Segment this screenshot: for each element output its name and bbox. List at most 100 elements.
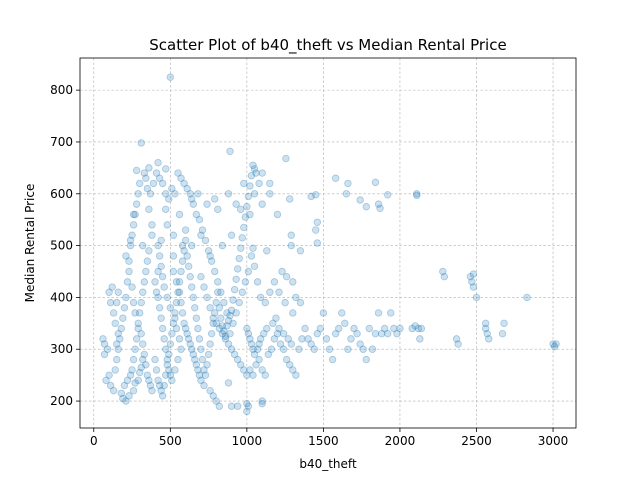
data-point: [214, 205, 222, 214]
data-point: [319, 309, 328, 317]
data-point: [377, 329, 386, 338]
data-point: [204, 247, 213, 255]
data-point: [341, 319, 349, 328]
data-point: [273, 210, 282, 219]
data-point: [235, 298, 243, 307]
plot-frame: [79, 57, 577, 429]
data-point: [295, 345, 303, 353]
data-point: [258, 397, 266, 405]
data-point: [286, 361, 294, 369]
data-point: [223, 309, 231, 317]
data-point: [253, 278, 262, 286]
data-point: [152, 366, 161, 374]
data-point: [181, 226, 190, 234]
data-point: [189, 350, 197, 359]
data-point: [134, 324, 142, 333]
data-point: [215, 304, 224, 312]
data-point: [152, 288, 161, 296]
data-point: [218, 329, 227, 338]
data-point: [168, 184, 176, 193]
data-point: [287, 231, 295, 239]
data-point: [217, 314, 225, 322]
x-tick-label: 500: [159, 434, 182, 448]
data-point: [466, 272, 475, 281]
data-point: [371, 329, 380, 338]
data-point: [252, 169, 260, 177]
data-point: [188, 345, 196, 353]
data-point: [243, 407, 251, 416]
data-point: [255, 355, 263, 364]
data-point: [413, 190, 421, 198]
data-point: [226, 311, 234, 320]
data-point: [183, 329, 191, 338]
data-point: [296, 298, 305, 307]
data-point: [155, 381, 164, 390]
data-point: [296, 247, 305, 255]
data-point: [396, 324, 404, 333]
points-layer: [99, 73, 560, 416]
data-point: [195, 335, 204, 343]
data-point: [111, 319, 119, 328]
y-tick-label: 300: [50, 342, 73, 356]
data-point: [114, 288, 122, 296]
data-point: [250, 165, 259, 173]
data-point: [163, 355, 171, 364]
data-point: [206, 340, 214, 348]
data-point: [212, 397, 220, 405]
x-tick-label: 2500: [461, 434, 492, 448]
data-point: [191, 355, 199, 364]
data-point: [171, 190, 179, 198]
data-point: [201, 371, 210, 379]
data-point: [122, 397, 130, 405]
data-point: [157, 386, 165, 395]
data-point: [289, 366, 297, 374]
data-point: [237, 244, 245, 252]
data-point: [122, 252, 130, 260]
data-point: [131, 309, 139, 317]
data-point: [184, 335, 193, 343]
data-point: [169, 267, 178, 276]
data-point: [131, 210, 139, 219]
data-point: [137, 363, 145, 372]
data-point: [122, 293, 130, 302]
data-point: [481, 324, 490, 333]
data-point: [197, 272, 205, 281]
data-point: [376, 204, 384, 212]
data-point: [485, 335, 493, 343]
data-point: [365, 324, 374, 333]
data-point: [263, 247, 271, 255]
data-point: [103, 345, 112, 353]
data-point: [371, 178, 380, 187]
data-point: [119, 314, 127, 322]
data-point: [158, 324, 167, 333]
data-point: [344, 345, 352, 353]
data-point: [255, 179, 263, 188]
data-point: [276, 340, 285, 348]
data-point: [338, 309, 346, 317]
data-point: [180, 179, 188, 188]
data-point: [350, 324, 358, 333]
data-point: [416, 335, 424, 343]
data-point: [312, 191, 320, 199]
x-axis-label: b40_theft: [299, 457, 357, 471]
data-point: [180, 247, 188, 255]
data-point: [312, 226, 320, 234]
data-point: [267, 345, 276, 353]
data-point: [203, 200, 211, 208]
data-point: [214, 288, 222, 296]
data-point: [148, 231, 156, 239]
data-point: [258, 366, 266, 374]
data-point: [227, 402, 236, 410]
data-point: [269, 319, 277, 328]
data-point: [125, 267, 133, 276]
data-point: [286, 195, 294, 203]
data-point: [163, 293, 171, 302]
data-point: [157, 314, 165, 322]
data-point: [282, 355, 291, 364]
data-point: [99, 335, 107, 343]
data-point: [207, 329, 216, 338]
data-point: [166, 371, 175, 379]
data-point: [201, 236, 210, 245]
data-point: [468, 278, 476, 286]
data-point: [224, 340, 233, 348]
